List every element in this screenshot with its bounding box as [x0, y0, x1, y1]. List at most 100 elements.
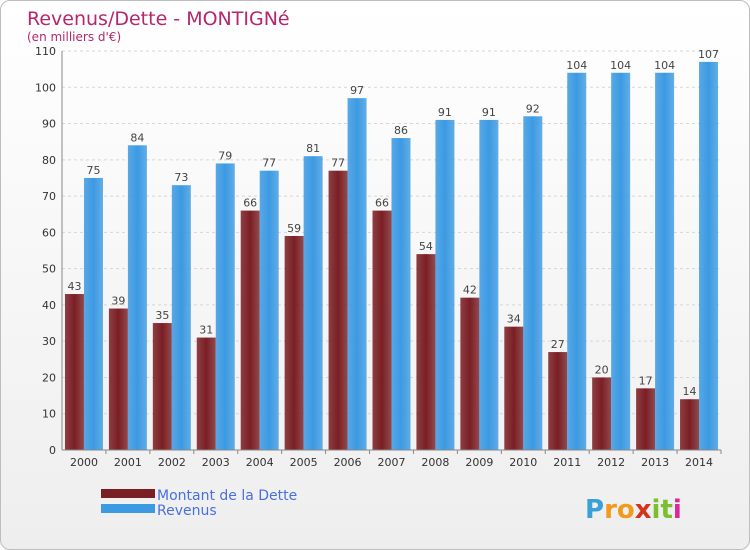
bar-revenus — [655, 72, 675, 450]
legend-label-revenus: Revenus — [157, 503, 217, 519]
data-label-dette: 31 — [199, 324, 213, 337]
data-label-dette: 20 — [595, 363, 609, 376]
bar-revenus — [435, 119, 455, 450]
x-tick-label: 2004 — [246, 456, 274, 469]
data-label-revenus: 104 — [566, 59, 587, 72]
bar-dette — [372, 210, 392, 450]
y-tick-label: 110 — [35, 45, 56, 58]
x-tick-label: 2001 — [114, 456, 142, 469]
logo-letter: P — [585, 495, 604, 525]
x-tick-label: 2012 — [597, 456, 625, 469]
data-label-revenus: 79 — [218, 149, 232, 162]
data-label-revenus: 81 — [306, 142, 320, 155]
logo-letter: t — [660, 495, 672, 525]
legend: Montant de la Dette Revenus — [101, 488, 297, 519]
legend-swatch-dette — [101, 489, 155, 498]
data-label-dette: 66 — [243, 197, 257, 210]
bar-revenus — [479, 119, 499, 450]
x-tick-label: 2002 — [158, 456, 186, 469]
logo-letter: i — [673, 495, 682, 525]
data-label-dette: 27 — [551, 338, 565, 351]
data-label-dette: 42 — [463, 284, 477, 297]
bar-revenus — [611, 72, 631, 450]
data-label-revenus: 92 — [526, 102, 540, 115]
proxiti-logo: Proxiti — [585, 495, 682, 525]
data-label-dette: 43 — [67, 280, 81, 293]
bar-revenus — [127, 145, 147, 451]
y-tick-label: 90 — [42, 118, 56, 131]
x-tick-label: 2000 — [70, 456, 98, 469]
bar-dette — [64, 294, 84, 450]
y-tick-label: 10 — [42, 408, 56, 421]
x-tick-label: 2005 — [290, 456, 318, 469]
legend-swatch-revenus — [101, 504, 155, 513]
data-label-revenus: 75 — [86, 164, 100, 177]
bar-revenus — [171, 185, 191, 450]
data-label-dette: 17 — [639, 374, 653, 387]
data-label-revenus: 97 — [350, 84, 364, 97]
bar-dette — [284, 235, 304, 450]
data-label-revenus: 84 — [130, 131, 144, 144]
logo-letter: i — [652, 495, 661, 525]
bar-revenus — [699, 61, 719, 451]
data-label-dette: 59 — [287, 222, 301, 235]
bar-revenus — [391, 138, 411, 450]
y-tick-label: 50 — [42, 263, 56, 276]
bar-dette — [416, 254, 436, 450]
bar-dette — [240, 210, 260, 450]
bar-dette — [636, 388, 656, 450]
data-label-revenus: 91 — [438, 106, 452, 119]
data-label-dette: 39 — [111, 295, 125, 308]
y-tick-label: 30 — [42, 335, 56, 348]
legend-label-dette: Montant de la Dette — [157, 488, 297, 504]
bar-dette — [592, 377, 612, 450]
data-label-revenus: 77 — [262, 157, 276, 170]
data-label-revenus: 104 — [654, 59, 675, 72]
chart-subtitle: (en milliers d'€) — [27, 30, 121, 44]
bar-revenus — [259, 170, 279, 450]
data-label-dette: 14 — [683, 385, 697, 398]
x-tick-label: 2003 — [202, 456, 230, 469]
data-label-dette: 35 — [155, 309, 169, 322]
data-label-dette: 66 — [375, 197, 389, 210]
bar-revenus — [347, 98, 367, 451]
x-tick-label: 2013 — [641, 456, 669, 469]
x-tick-label: 2006 — [334, 456, 362, 469]
chart-title: Revenus/Dette - MONTIGNé — [27, 8, 290, 30]
bar-dette — [504, 326, 524, 450]
x-tick-label: 2008 — [421, 456, 449, 469]
y-tick-label: 0 — [49, 444, 56, 457]
y-tick-label: 100 — [35, 81, 56, 94]
data-label-revenus: 86 — [394, 124, 408, 137]
bar-revenus — [303, 156, 323, 450]
data-label-revenus: 107 — [698, 48, 719, 61]
y-tick-label: 40 — [42, 299, 56, 312]
y-tick-label: 20 — [42, 371, 56, 384]
bar-revenus — [83, 177, 103, 451]
y-tick-label: 80 — [42, 154, 56, 167]
x-tick-label: 2010 — [509, 456, 537, 469]
bar-dette — [548, 352, 568, 450]
bar-revenus — [215, 163, 235, 451]
bars — [64, 61, 719, 451]
bar-dette — [328, 170, 348, 450]
y-tick-label: 70 — [42, 190, 56, 203]
y-tick-label: 60 — [42, 226, 56, 239]
x-tick-label: 2009 — [465, 456, 493, 469]
bar-revenus — [567, 72, 587, 450]
x-axis-ticks: 2000 2001 2002 2003 2004 2005 2006 2007 2008 2009… — [70, 450, 722, 469]
bar-revenus — [523, 116, 543, 451]
x-tick-label: 2014 — [685, 456, 713, 469]
bar-dette — [152, 323, 172, 450]
data-label-revenus: 91 — [482, 106, 496, 119]
logo-letter: o — [617, 495, 635, 525]
x-tick-label: 2011 — [553, 456, 581, 469]
x-tick-label: 2007 — [378, 456, 406, 469]
data-label-dette: 54 — [419, 240, 433, 253]
bar-dette — [196, 337, 216, 450]
data-label-revenus: 73 — [174, 171, 188, 184]
logo-letter: x — [635, 495, 652, 525]
bar-dette — [460, 297, 480, 450]
